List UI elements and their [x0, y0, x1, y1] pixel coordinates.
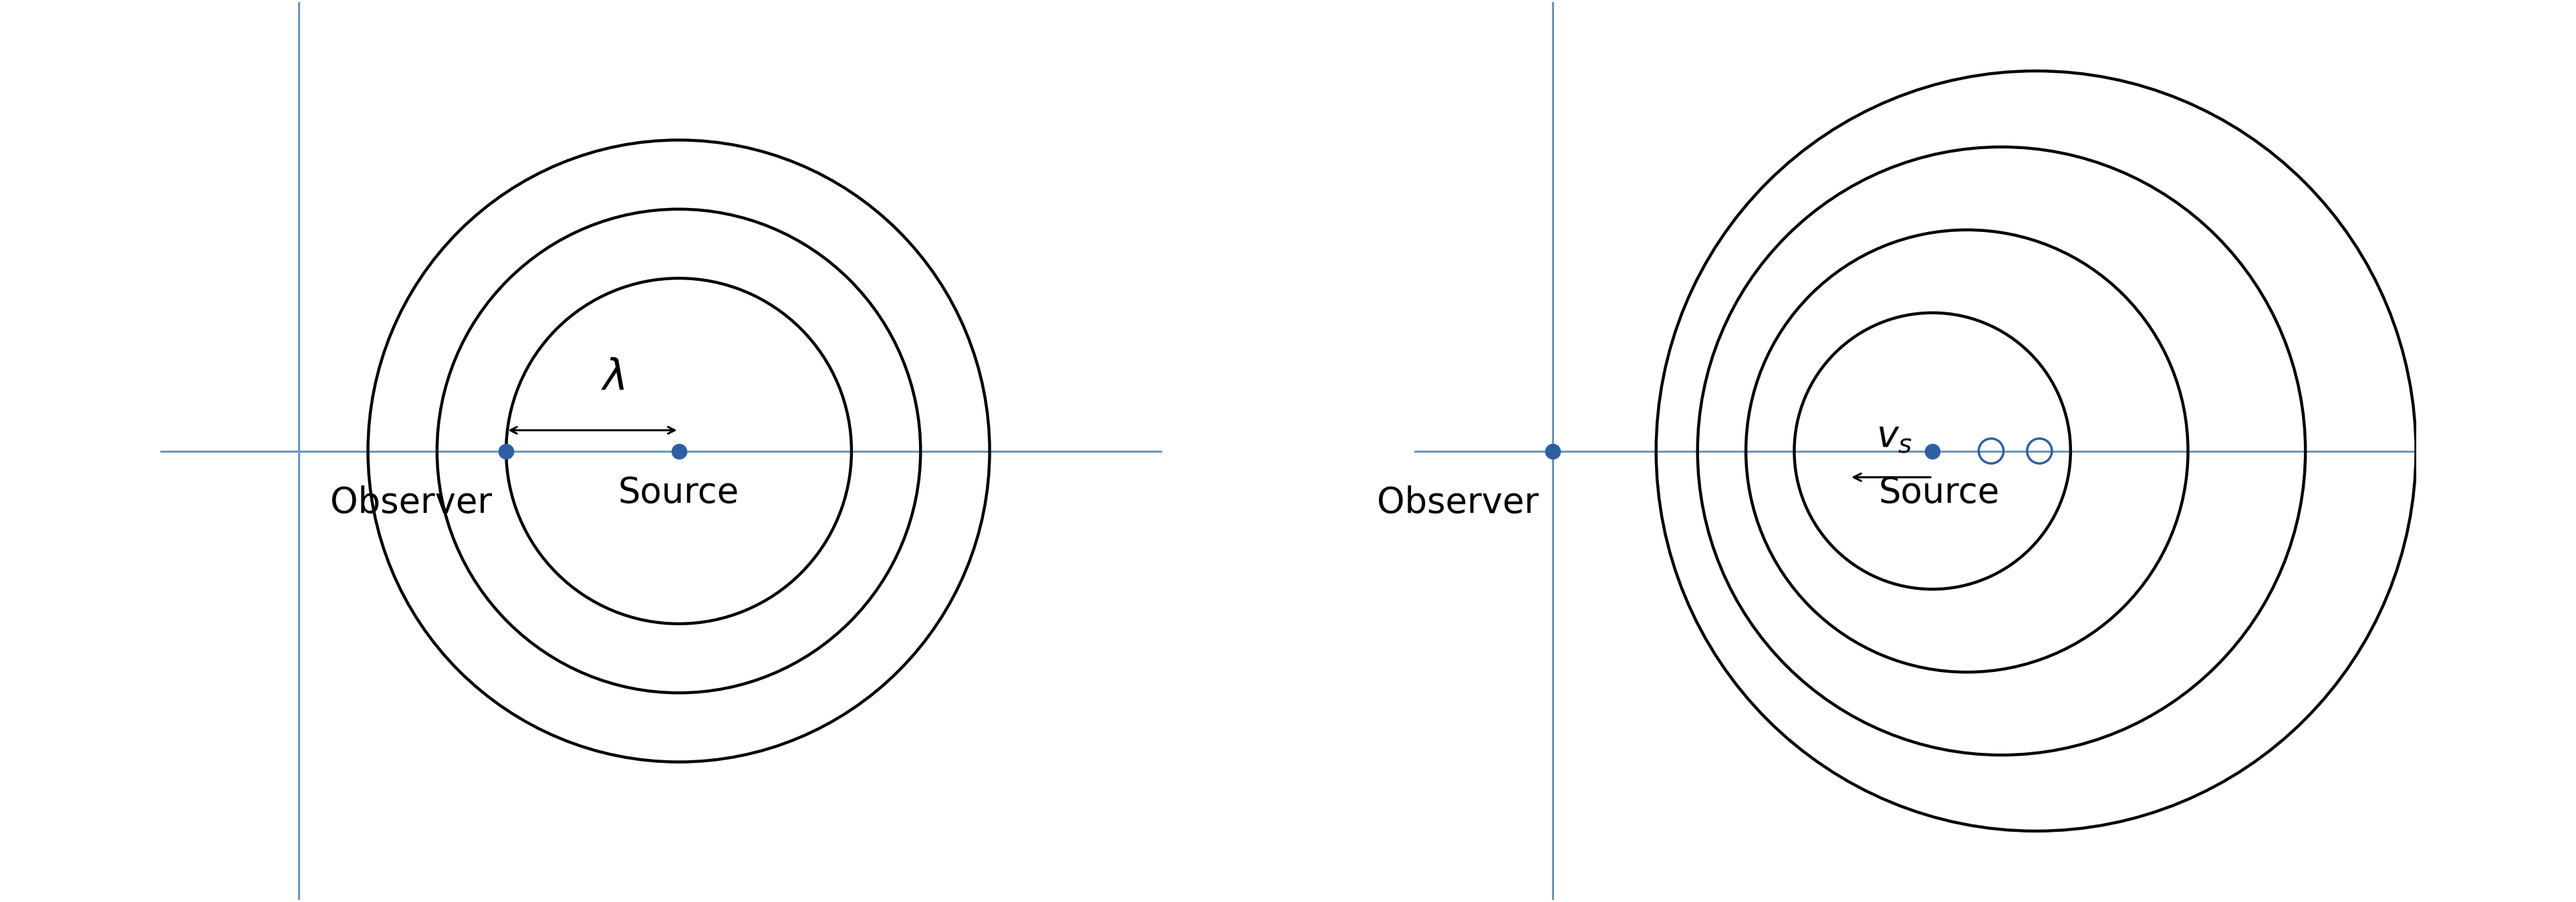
Text: Observer: Observer: [1376, 485, 1538, 520]
Text: Source: Source: [1878, 475, 1999, 510]
Text: Source: Source: [618, 475, 739, 510]
Text: $v_s$: $v_s$: [1875, 418, 1911, 455]
Text: $\lambda$: $\lambda$: [600, 358, 626, 400]
Text: Observer: Observer: [330, 485, 492, 520]
